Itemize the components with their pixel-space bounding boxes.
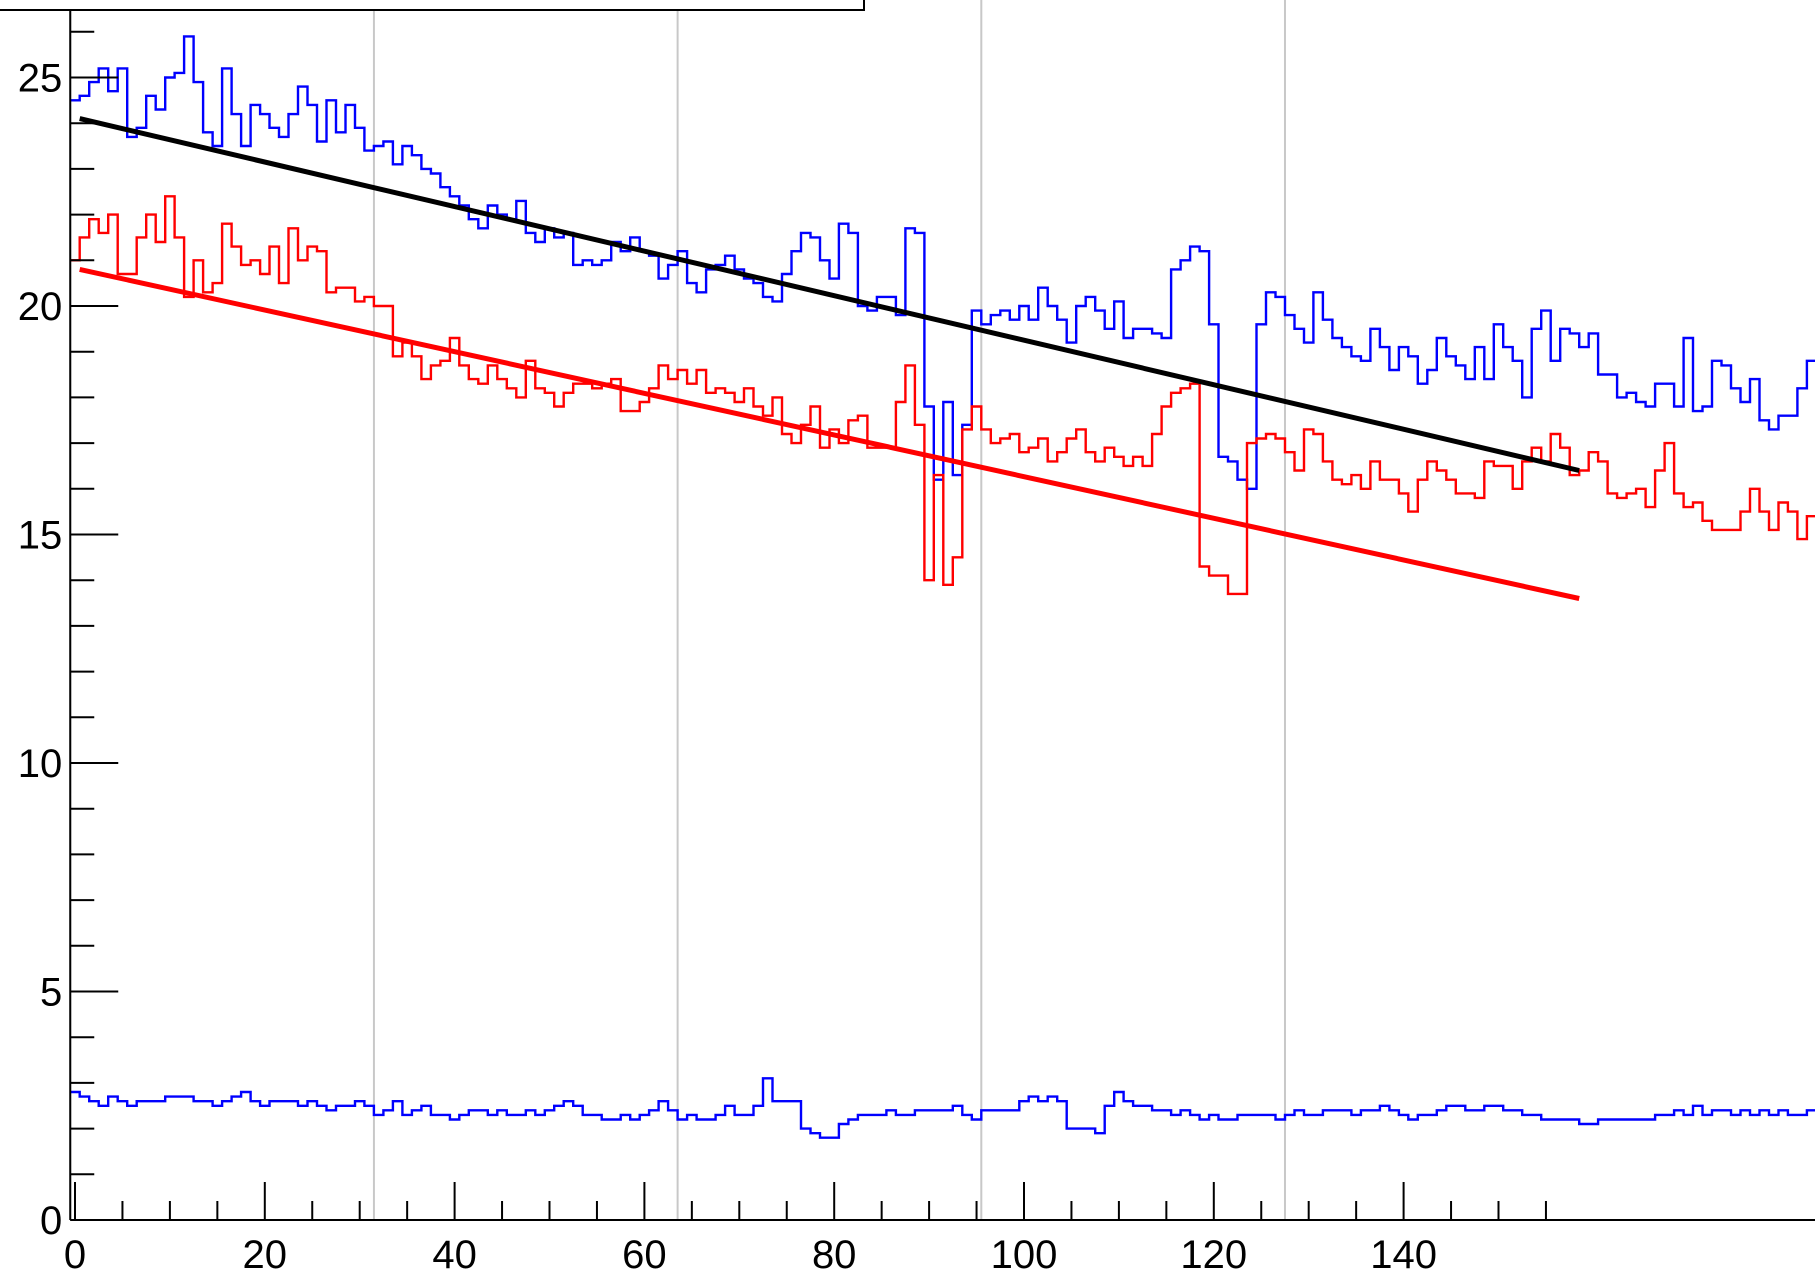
x-tick-label-1: 20 <box>243 1233 288 1277</box>
x-tick-label-3: 60 <box>622 1233 667 1277</box>
y-tick-label-2: 10 <box>18 742 63 786</box>
x-tick-label-6: 120 <box>1180 1233 1247 1277</box>
x-tick-label-4: 80 <box>812 1233 857 1277</box>
series-4-fit-line <box>79 266 1580 601</box>
x-axis-ticks: 0 20 40 60 80 100 120 140 <box>64 1182 1547 1277</box>
y-axis-ticks: 0 5 10 15 20 25 <box>18 30 119 1243</box>
x-tick-label-0: 0 <box>64 1233 86 1277</box>
y-tick-label-1: 5 <box>40 971 62 1015</box>
x-tick-label-5: 100 <box>991 1233 1058 1277</box>
series-group <box>70 35 1815 1139</box>
x-tick-label-7: 140 <box>1370 1233 1437 1277</box>
series-0-step-line <box>70 35 1815 490</box>
grid-lines <box>69 0 1286 1220</box>
axes: 0 20 40 60 80 100 120 140 0 5 10 15 20 25 <box>18 0 1815 1277</box>
x-tick-label-2: 40 <box>432 1233 477 1277</box>
series-1-step-line <box>70 195 1815 596</box>
y-tick-label-0: 0 <box>40 1199 62 1243</box>
series-3-fit-line <box>79 116 1580 473</box>
y-tick-label-3: 15 <box>18 514 63 558</box>
y-tick-label-5: 25 <box>18 57 63 101</box>
y-tick-label-4: 20 <box>18 285 63 329</box>
legend-box <box>0 0 865 11</box>
series-2-step-line <box>70 1077 1815 1139</box>
